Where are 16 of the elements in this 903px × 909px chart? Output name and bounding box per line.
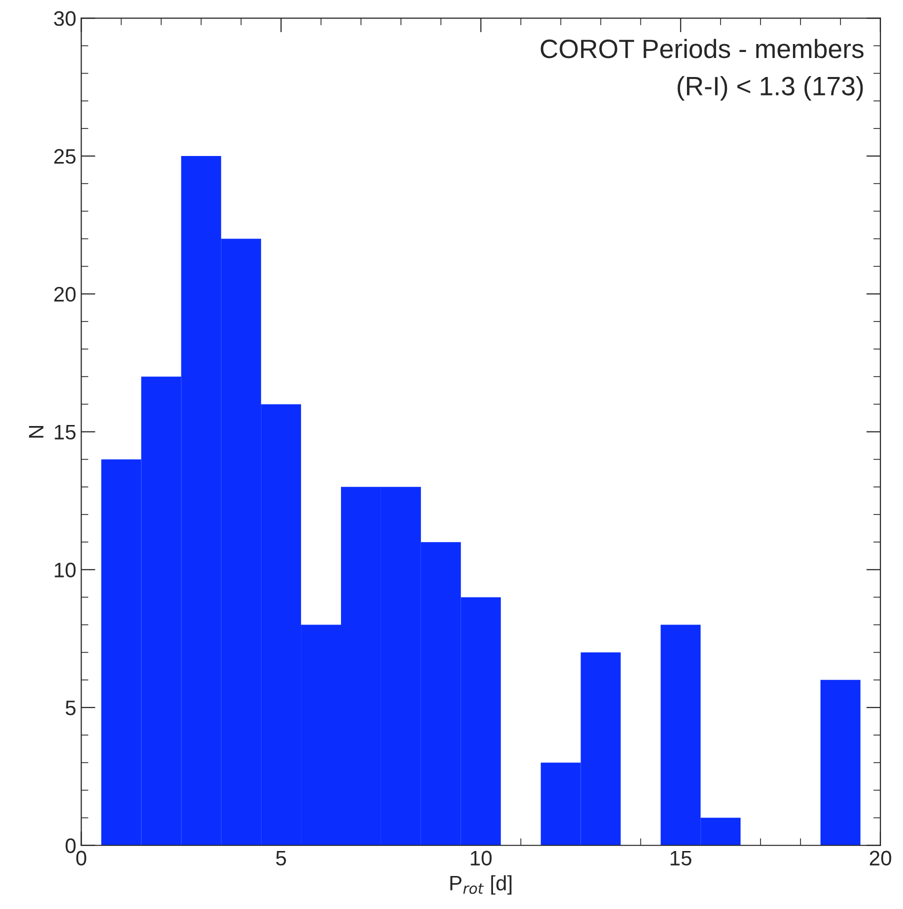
x-tick-label: 20 xyxy=(870,850,892,866)
annotation: (R-I) < 1.3 (173) xyxy=(678,76,863,101)
y-tick-label: 25 xyxy=(54,149,76,164)
x-tick-label: 0 xyxy=(76,850,86,866)
y-axis-title: N xyxy=(29,426,44,438)
y-tick-label: 0 xyxy=(66,838,76,854)
x-tick-label: 10 xyxy=(470,850,492,866)
y-tick-label: 30 xyxy=(54,11,76,26)
x-tick-label: 15 xyxy=(670,850,692,866)
y-tick-label: 15 xyxy=(54,424,76,440)
annotation: COROT Periods - members xyxy=(540,38,864,58)
y-tick-label: 5 xyxy=(66,700,76,716)
x-axis-title: P$_{rot}$ [d] xyxy=(450,875,512,895)
y-tick-label: 10 xyxy=(54,562,76,578)
x-tick-label: 5 xyxy=(276,850,286,866)
y-tick-label: 20 xyxy=(54,286,76,302)
